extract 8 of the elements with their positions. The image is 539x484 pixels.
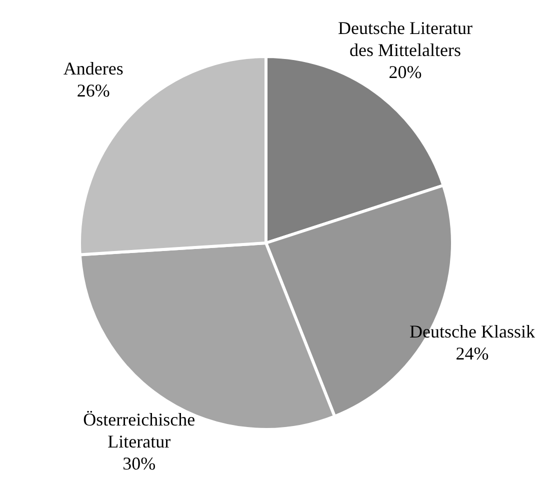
slice-label: Deutsche Literatur des Mittelalters	[338, 18, 472, 60]
data-label: 20%	[388, 62, 422, 82]
slice-label: Deutsche Klassik	[410, 322, 536, 342]
slice-label: Anderes	[63, 58, 124, 79]
data-label: 30%	[122, 454, 156, 474]
data-label: 24%	[456, 344, 489, 364]
slice-label: Österreichische Literatur	[83, 410, 196, 452]
data-label: 26%	[76, 80, 110, 101]
